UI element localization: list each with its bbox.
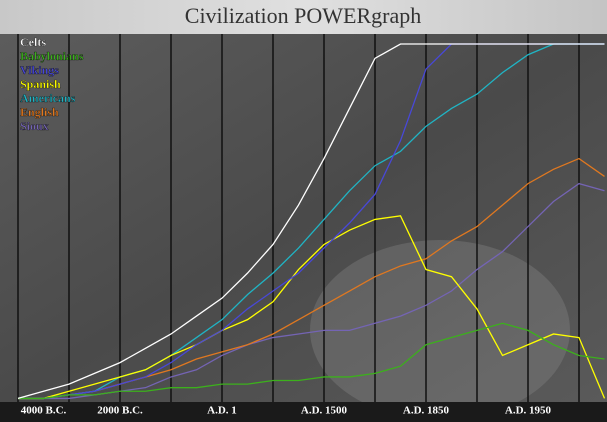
legend-entry: Americans: [20, 91, 76, 105]
legend-entry: Sioux: [20, 119, 49, 133]
axis-strip: [0, 402, 607, 422]
chart-title: Civilization POWERgraph: [185, 3, 421, 28]
power-line: [18, 43, 605, 400]
power-line: [18, 322, 605, 400]
legend-entry: Vikings: [20, 63, 59, 77]
legend-entry: Spanish: [20, 77, 61, 91]
power-line: [18, 215, 606, 400]
plot-background: [0, 34, 607, 404]
x-tick-label: A.D. 1950: [505, 405, 552, 417]
x-tick-label: A.D. 1500: [301, 405, 348, 417]
title-bar: [0, 0, 607, 34]
power-line: [17, 43, 605, 400]
legend-entry: English: [20, 105, 59, 119]
x-tick-label: A.D. 1: [207, 405, 237, 417]
legend-entry: Babylonians: [20, 49, 84, 63]
x-tick-label: A.D. 1850: [403, 405, 450, 417]
x-tick-label: 2000 B.C.: [97, 405, 143, 417]
legend-entry: Celts: [20, 35, 46, 49]
x-tick-label: 4000 B.C.: [21, 405, 67, 417]
